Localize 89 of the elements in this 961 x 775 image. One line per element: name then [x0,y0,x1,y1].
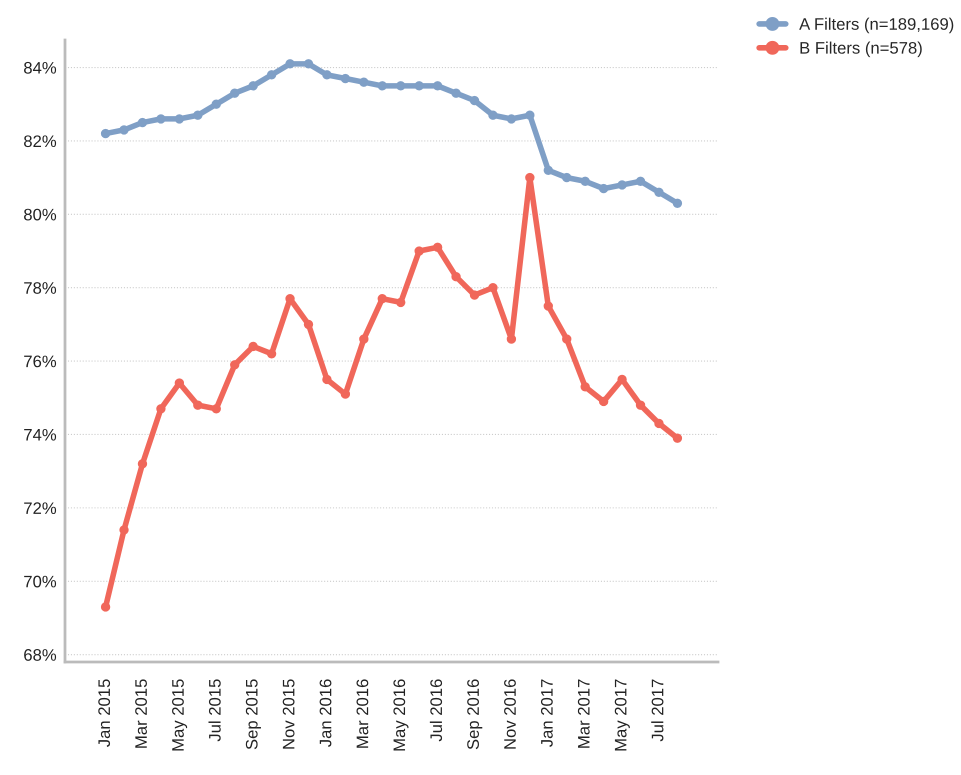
y-tick-label: 70% [24,576,56,588]
point [396,81,406,91]
point [322,70,332,80]
x-tick-label: May 2015 [172,679,188,750]
point [359,78,369,87]
point [193,110,202,120]
point [654,418,664,428]
point [470,96,480,106]
x-tick-label: Jul 2017 [651,680,664,742]
point [266,349,276,358]
y-tick-label: 68% [24,649,56,661]
y-tick-label: 82% [24,135,56,148]
point [322,374,332,384]
legend-label: B Filters (n=578) [800,42,922,58]
point [304,320,314,330]
point [470,290,480,300]
point [248,81,258,91]
point [138,459,148,469]
point [617,180,627,190]
point [359,334,369,344]
point [230,360,240,370]
point [193,400,202,410]
y-tick-label: 78% [24,282,56,294]
point [212,404,221,414]
point [156,404,166,414]
point [414,81,424,91]
x-tick-label: Nov 2015 [282,679,295,749]
y-tick-label: 80% [24,208,56,221]
point [672,198,682,208]
point [525,172,535,182]
y-tick-label: 72% [24,502,56,514]
point [212,100,221,109]
x-tick-label: Jan 2016 [320,679,332,747]
x-tick-label: Sep 2015 [246,679,261,750]
x-tick-label: May 2016 [393,679,408,750]
x-tick-label: Jul 2016 [430,679,442,742]
point [617,374,627,384]
point [506,334,516,344]
point [488,283,498,292]
point [304,59,314,69]
point [119,125,129,135]
y-tick-label: 84% [24,62,56,74]
point [285,59,295,69]
point [340,74,350,84]
point [451,88,461,98]
x-tick-label: Mar 2017 [578,679,590,748]
x-tick-label: Nov 2016 [504,679,516,749]
point [544,301,553,311]
x-tick-label: Sep 2016 [467,679,482,750]
x-tick-label: May 2017 [614,680,630,750]
legend-label: A Filters (n=189,169) [799,18,954,34]
point [119,525,129,535]
x-tick-label: Mar 2015 [135,679,147,748]
x-tick-label: Mar 2016 [356,679,368,748]
point [396,298,406,308]
x-tick-label: Jan 2017 [540,679,553,747]
point [414,246,424,256]
point [580,382,590,392]
point [174,378,184,388]
point [174,114,184,124]
point [451,272,461,282]
point [562,334,572,344]
point [654,188,664,197]
point [598,184,608,194]
point [248,342,258,352]
point [636,400,646,410]
point [156,114,166,124]
point [432,242,442,252]
point [378,294,387,304]
point [672,433,682,443]
point [580,176,590,186]
point [266,70,276,80]
point [636,176,646,186]
point [544,166,553,175]
point [506,114,516,124]
point [100,602,110,612]
point [562,172,572,182]
point [378,81,387,91]
point [100,128,110,138]
point [230,88,240,98]
x-tick-label: Jul 2015 [208,679,221,742]
y-tick-label: 74% [24,428,56,441]
y-tick-label: 76% [24,355,56,368]
point [432,81,442,91]
point [488,110,498,120]
point [525,110,535,120]
x-tick-label: Jan 2015 [98,679,110,747]
point [138,118,148,128]
point [598,396,608,406]
